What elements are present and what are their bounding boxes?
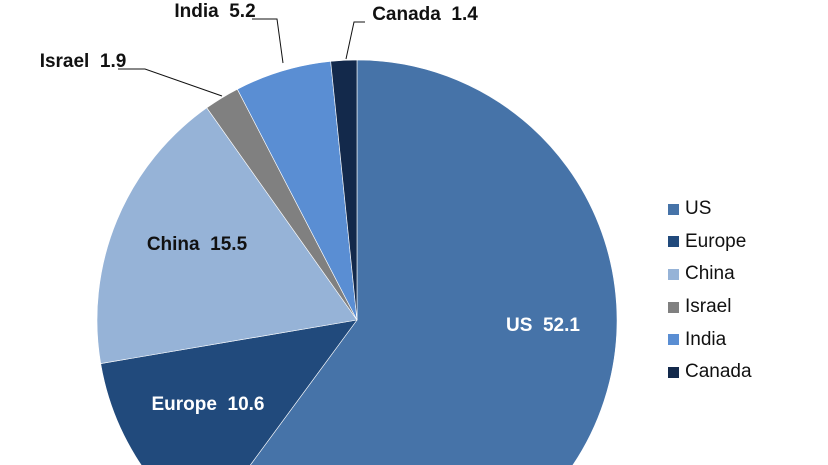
legend-item-us: US [668,193,752,226]
legend-label: US [685,198,712,220]
legend-item-india: India [668,323,752,356]
legend-item-europe: Europe [668,226,752,259]
data-label-europe: Europe 10.6 [152,394,265,415]
data-label-india: India 5.2 [174,1,255,22]
legend-label: China [685,263,735,285]
legend-swatch-israel [668,301,679,313]
legend-item-canada: Canada [668,356,752,389]
data-label-us: US 52.1 [506,315,580,336]
pie-slice-china [96,107,358,364]
pie-slices [96,59,618,465]
legend-swatch-china [668,268,679,280]
legend-label: Israel [685,296,732,318]
pie-slice-canada [330,59,358,321]
leader-lines [118,18,365,97]
data-label-israel: Israel 1.9 [40,51,127,72]
leader-line-canada [345,21,365,60]
data-label-canada: Canada 1.4 [372,4,478,25]
legend-item-israel: Israel [668,291,752,324]
legend-item-china: China [668,258,752,291]
leader-line-israel [118,68,223,97]
data-label-china: China 15.5 [147,234,248,255]
legend-swatch-canada [668,366,679,378]
legend-swatch-india [668,334,679,346]
legend-label: Canada [685,361,752,383]
pie-slice-us [249,59,618,465]
leader-line-india [252,18,284,64]
data-labels: US 52.1 Europe 10.6 China 15.5 Israel 1.9 In… [40,1,581,415]
legend-swatch-europe [668,236,679,248]
legend-label: India [685,328,727,350]
legend-label: Europe [685,230,747,252]
legend: US Europe China Israel India Canada [668,193,752,389]
pie-slice-europe [100,319,358,465]
legend-swatch-us [668,203,679,215]
